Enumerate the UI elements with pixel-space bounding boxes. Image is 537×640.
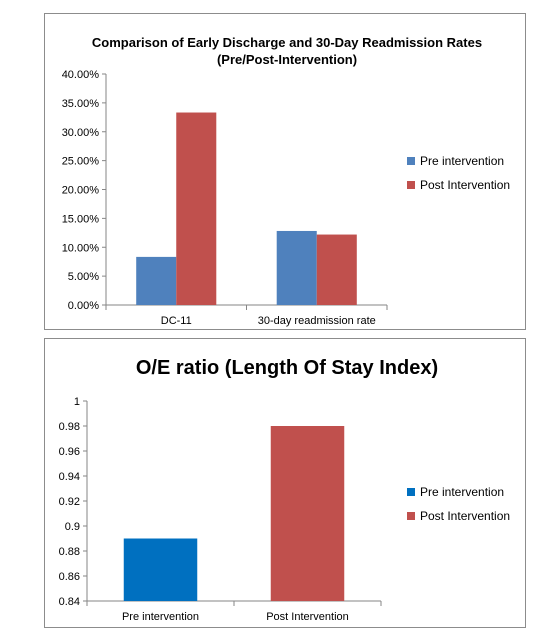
chart-panel-los-index: O/E ratio (Length Of Stay Index) 0.84 0.86… — [44, 338, 526, 628]
bar-post-intervention — [270, 426, 345, 601]
y-tick-label: 25.00% — [62, 156, 100, 168]
legend-swatch-pre-intervention — [407, 488, 415, 496]
y-tick-label: 0.92 — [59, 496, 80, 508]
chart-panel-readmission: Comparison of Early Discharge and 30-Day… — [44, 13, 526, 330]
y-tick-label: 0.96 — [59, 446, 80, 458]
bar-post-intervention — [176, 112, 217, 305]
legend-swatch-pre-intervention — [407, 157, 415, 165]
y-tick-label: 0.86 — [59, 571, 80, 583]
bar-post-intervention — [316, 234, 357, 305]
legend-label: Pre intervention — [420, 485, 504, 499]
legend-label: Pre intervention — [420, 154, 504, 168]
los-index-chart-svg: O/E ratio (Length Of Stay Index) 0.84 0.86… — [59, 357, 510, 623]
chart-title: Comparison of Early Discharge and 30-Day… — [92, 35, 482, 50]
x-category-label: Pre intervention — [122, 611, 199, 623]
legend-label: Post Intervention — [420, 509, 510, 523]
bar-pre-intervention — [123, 538, 198, 601]
bar-pre-intervention — [136, 256, 177, 305]
y-tick-label: 5.00% — [68, 271, 99, 283]
x-category-label: Post Intervention — [266, 611, 349, 623]
y-tick-label: 0.98 — [59, 421, 80, 433]
legend-swatch-post-intervention — [407, 181, 415, 189]
y-tick-label: 15.00% — [62, 213, 100, 225]
y-tick-label: 0.88 — [59, 546, 80, 558]
legend-swatch-post-intervention — [407, 512, 415, 520]
y-tick-label: 0.9 — [65, 521, 80, 533]
x-category-label: DC-11 — [161, 315, 192, 327]
readmission-chart-svg: Comparison of Early Discharge and 30-Day… — [62, 35, 510, 327]
y-tick-label: 0.00% — [68, 300, 99, 312]
legend-label: Post Intervention — [420, 178, 510, 192]
y-tick-label: 30.00% — [62, 127, 100, 139]
y-tick-label: 0.84 — [59, 596, 80, 608]
y-tick-label: 1 — [74, 396, 80, 408]
bar-pre-intervention — [276, 230, 317, 305]
chart-title: O/E ratio (Length Of Stay Index) — [136, 357, 438, 379]
y-tick-label: 20.00% — [62, 185, 100, 197]
y-tick-label: 0.94 — [59, 471, 80, 483]
y-tick-label: 10.00% — [62, 242, 100, 254]
y-tick-label: 40.00% — [62, 69, 100, 81]
chart-subtitle: (Pre/Post-Intervention) — [217, 52, 357, 67]
y-tick-label: 35.00% — [62, 98, 100, 110]
x-category-label: 30-day readmission rate — [258, 315, 376, 327]
